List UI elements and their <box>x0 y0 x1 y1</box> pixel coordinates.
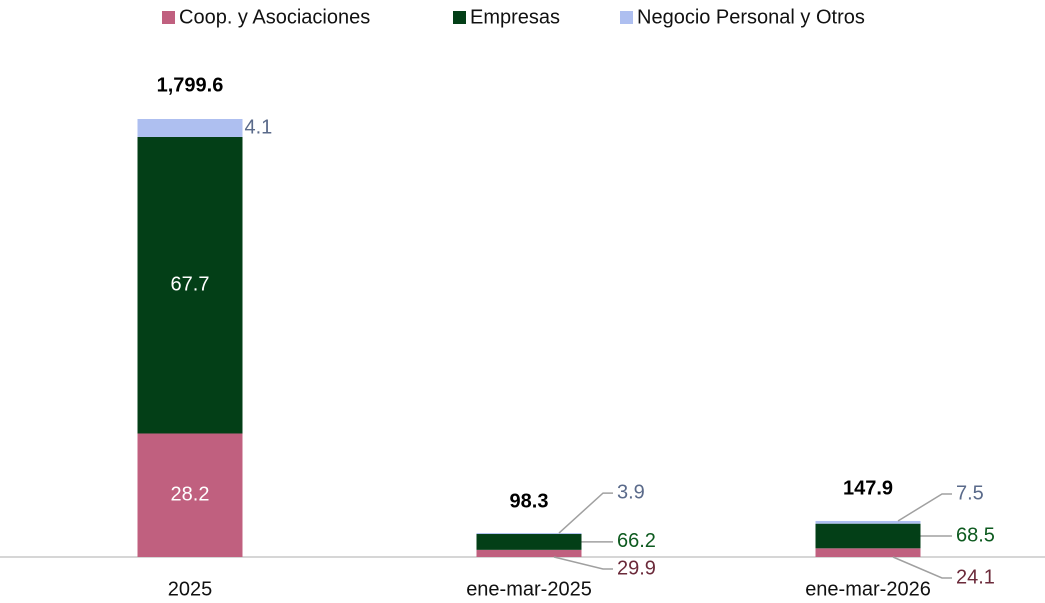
leader-line <box>558 492 613 534</box>
legend-label: Empresas <box>470 6 560 28</box>
data-label: 4.1 <box>245 116 273 138</box>
legend-swatch <box>162 11 175 24</box>
leader-line <box>897 493 952 522</box>
data-label: 67.7 <box>171 274 210 296</box>
legend-swatch <box>453 11 466 24</box>
legend-label: Negocio Personal y Otros <box>637 6 865 28</box>
bar-segment <box>476 533 582 535</box>
bar-segment <box>476 549 582 557</box>
x-tick-label: ene-mar-2025 <box>466 578 592 600</box>
data-label: 66.2 <box>617 530 656 552</box>
x-tick-label: ene-mar-2026 <box>805 578 931 600</box>
total-label: 1,799.6 <box>157 74 224 96</box>
legend-label: Coop. y Asociaciones <box>179 6 370 28</box>
leader-line <box>553 556 613 570</box>
data-label: 68.5 <box>956 524 995 546</box>
data-label: 29.9 <box>617 557 656 579</box>
legend-swatch <box>620 11 633 24</box>
total-label: 147.9 <box>843 477 893 499</box>
bar-segment <box>137 136 243 434</box>
bar-segment <box>476 534 582 550</box>
data-label: 7.5 <box>956 482 984 504</box>
x-tick-label: 2025 <box>168 578 213 600</box>
bar-segment <box>815 523 921 549</box>
total-label: 98.3 <box>510 490 549 512</box>
data-label: 28.2 <box>171 484 210 506</box>
leader-line <box>892 556 952 579</box>
bar-segment <box>815 520 921 524</box>
bar-segment <box>137 433 243 557</box>
data-label: 24.1 <box>956 566 995 588</box>
bar-segment <box>815 548 921 557</box>
data-label: 3.9 <box>617 481 645 503</box>
bar-segment <box>137 119 243 137</box>
